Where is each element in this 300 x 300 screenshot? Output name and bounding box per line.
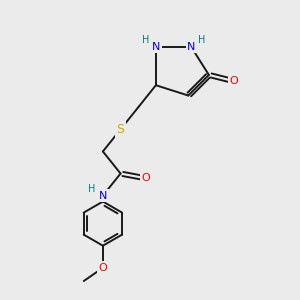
Text: H: H — [142, 35, 149, 46]
Text: S: S — [117, 123, 124, 136]
Text: O: O — [98, 263, 107, 273]
Text: N: N — [152, 42, 160, 52]
Text: H: H — [88, 184, 95, 194]
Text: N: N — [187, 42, 195, 52]
Text: O: O — [141, 173, 150, 183]
Text: O: O — [230, 76, 238, 86]
Text: H: H — [198, 35, 205, 46]
Text: N: N — [99, 190, 107, 201]
